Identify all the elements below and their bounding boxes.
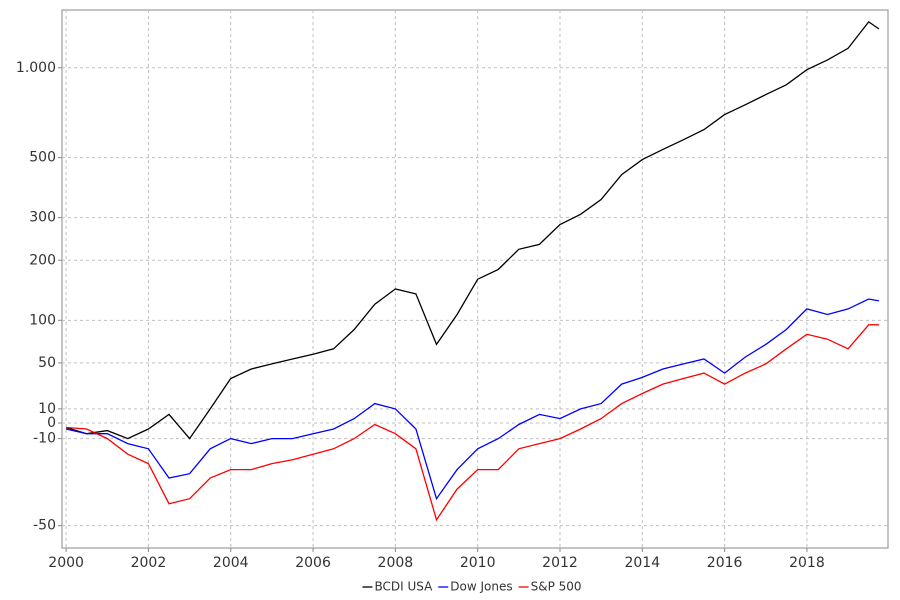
y-tick-label: 50 [38,355,56,371]
x-tick-label: 2016 [707,555,743,571]
y-tick-label: 300 [29,210,56,226]
plot-frame [61,9,889,549]
x-tick-label: 2002 [131,555,167,571]
x-tick-label: 2000 [48,555,84,571]
x-tick-label: 2004 [213,555,249,571]
legend-label: Dow Jones [450,580,512,594]
legend-label: S&P 500 [531,580,582,594]
y-tick-label: 10 [38,401,56,417]
x-tick-label: 2012 [542,555,578,571]
y-tick-label: 500 [29,150,56,166]
y-tick-label: -10 [33,431,56,447]
series-line [65,298,880,501]
y-tick-label: 0 [47,415,56,431]
y-tick-label: 1.000 [16,60,56,76]
series-line [65,21,880,440]
x-tick-label: 2006 [295,555,331,571]
legend: BCDI USA Dow Jones S&P 500 [362,580,582,594]
x-tick-label: 2014 [624,555,660,571]
x-tick-label: 2008 [378,555,414,571]
series-line [66,324,879,522]
x-tick-label: 2010 [460,555,496,571]
y-tick-label: -50 [33,518,56,534]
x-tick-label: 2018 [789,555,825,571]
y-tick-label: 200 [29,252,56,268]
y-tick-label: 100 [29,312,56,328]
legend-label: BCDI USA [374,580,433,594]
